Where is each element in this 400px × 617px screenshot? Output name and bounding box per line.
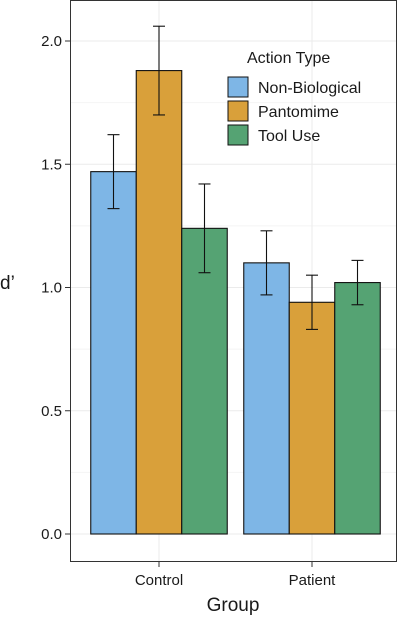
legend-swatch — [227, 76, 249, 98]
legend-item: Pantomime — [227, 100, 339, 122]
bar-pantomime-patient — [288, 301, 336, 535]
legend-label: Tool Use — [258, 128, 320, 145]
error-bar — [260, 230, 273, 296]
y-tick-label: 0.5 — [41, 403, 62, 420]
error-bar — [351, 259, 364, 306]
error-bar — [107, 134, 120, 210]
legend-title: Action Type — [247, 50, 330, 67]
error-bar — [153, 25, 165, 116]
legend-label: Non-Biological — [258, 80, 361, 97]
bar-non-biological-patient — [243, 262, 290, 535]
error-bar — [198, 183, 211, 274]
legend-swatch — [227, 100, 249, 122]
bars — [90, 70, 381, 535]
y-tick-label: 1.0 — [41, 280, 62, 297]
y-axis-ticks: 0.0 0.5 1.0 1.5 2.0 — [41, 33, 70, 543]
x-axis-title: Group — [207, 595, 260, 616]
bar-tool-use-control — [181, 227, 228, 535]
x-tick-label: Patient — [289, 572, 337, 589]
bar-pantomime-control — [135, 70, 183, 535]
bar-non-biological-control — [90, 171, 137, 535]
plot-panel-border — [70, 0, 397, 562]
x-axis-ticks: Control Patient — [135, 562, 336, 589]
legend-item: Tool Use — [227, 124, 320, 146]
y-tick-label: 0.0 — [41, 526, 62, 543]
legend-item: Non-Biological — [227, 76, 361, 98]
legend-items: Non-Biological Pantomime Tool Use — [227, 76, 361, 146]
legend-swatch — [227, 124, 249, 146]
y-tick-label: 2.0 — [41, 33, 62, 50]
y-axis-title: d’ — [0, 273, 15, 294]
error-bars — [107, 25, 364, 330]
x-tick-label: Control — [135, 572, 183, 589]
legend: Action Type Non-Biological Pantomime Tool … — [227, 50, 361, 146]
y-tick-label: 1.5 — [41, 156, 62, 173]
legend-label: Pantomime — [258, 104, 339, 121]
error-bar — [306, 274, 318, 330]
bar-tool-use-patient — [334, 282, 381, 535]
